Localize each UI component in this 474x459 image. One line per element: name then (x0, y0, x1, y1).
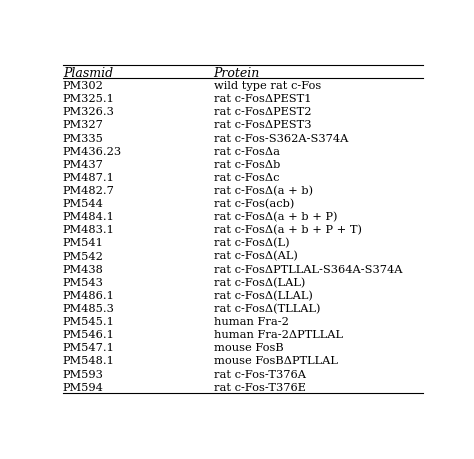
Text: rat c-FosΔc: rat c-FosΔc (213, 173, 279, 183)
Text: PM438: PM438 (63, 264, 104, 274)
Text: wild type rat c-Fos: wild type rat c-Fos (213, 81, 321, 91)
Text: PM485.3: PM485.3 (63, 303, 115, 313)
Text: rat c-FosΔ(L): rat c-FosΔ(L) (213, 238, 289, 248)
Text: human Fra-2ΔPTLLAL: human Fra-2ΔPTLLAL (213, 330, 343, 340)
Text: PM327: PM327 (63, 120, 104, 130)
Text: rat c-FosΔb: rat c-FosΔb (213, 159, 280, 169)
Text: PM593: PM593 (63, 369, 104, 379)
Text: PM482.7: PM482.7 (63, 185, 115, 196)
Text: PM302: PM302 (63, 81, 104, 91)
Text: rat c-FosΔPEST1: rat c-FosΔPEST1 (213, 94, 311, 104)
Text: PM484.1: PM484.1 (63, 212, 115, 222)
Text: mouse FosB: mouse FosB (213, 342, 283, 353)
Text: PM487.1: PM487.1 (63, 173, 115, 183)
Text: PM486.1: PM486.1 (63, 290, 115, 300)
Text: rat c-FosΔ(a + b + P): rat c-FosΔ(a + b + P) (213, 212, 337, 222)
Text: PM548.1: PM548.1 (63, 356, 115, 366)
Text: rat c-FosΔa: rat c-FosΔa (213, 146, 280, 157)
Text: rat c-FosΔPTLLAL-S364A-S374A: rat c-FosΔPTLLAL-S364A-S374A (213, 264, 402, 274)
Text: PM542: PM542 (63, 251, 104, 261)
Text: PM436.23: PM436.23 (63, 146, 122, 157)
Text: rat c-FosΔ(a + b): rat c-FosΔ(a + b) (213, 185, 313, 196)
Text: rat c-Fos-T376E: rat c-Fos-T376E (213, 382, 305, 392)
Text: rat c-FosΔ(LLAL): rat c-FosΔ(LLAL) (213, 290, 312, 301)
Text: rat c-FosΔ(AL): rat c-FosΔ(AL) (213, 251, 297, 261)
Text: Protein: Protein (213, 67, 260, 79)
Text: rat c-FosΔ(TLLAL): rat c-FosΔ(TLLAL) (213, 303, 320, 313)
Text: PM325.1: PM325.1 (63, 94, 115, 104)
Text: rat c-FosΔ(LAL): rat c-FosΔ(LAL) (213, 277, 305, 287)
Text: PM543: PM543 (63, 277, 104, 287)
Text: PM335: PM335 (63, 133, 104, 143)
Text: rat c-FosΔ(a + b + P + T): rat c-FosΔ(a + b + P + T) (213, 225, 362, 235)
Text: rat c-Fos(acb): rat c-Fos(acb) (213, 199, 294, 209)
Text: human Fra-2: human Fra-2 (213, 316, 288, 326)
Text: rat c-FosΔPEST3: rat c-FosΔPEST3 (213, 120, 311, 130)
Text: rat c-Fos-S362A-S374A: rat c-Fos-S362A-S374A (213, 133, 348, 143)
Text: PM594: PM594 (63, 382, 104, 392)
Text: PM541: PM541 (63, 238, 104, 248)
Text: mouse FosBΔPTLLAL: mouse FosBΔPTLLAL (213, 356, 337, 366)
Text: PM545.1: PM545.1 (63, 316, 115, 326)
Text: PM547.1: PM547.1 (63, 342, 115, 353)
Text: rat c-Fos-T376A: rat c-Fos-T376A (213, 369, 306, 379)
Text: PM437: PM437 (63, 159, 104, 169)
Text: rat c-FosΔPEST2: rat c-FosΔPEST2 (213, 107, 311, 117)
Text: PM326.3: PM326.3 (63, 107, 115, 117)
Text: PM483.1: PM483.1 (63, 225, 115, 235)
Text: PM544: PM544 (63, 199, 104, 209)
Text: Plasmid: Plasmid (63, 67, 113, 79)
Text: PM546.1: PM546.1 (63, 330, 115, 340)
